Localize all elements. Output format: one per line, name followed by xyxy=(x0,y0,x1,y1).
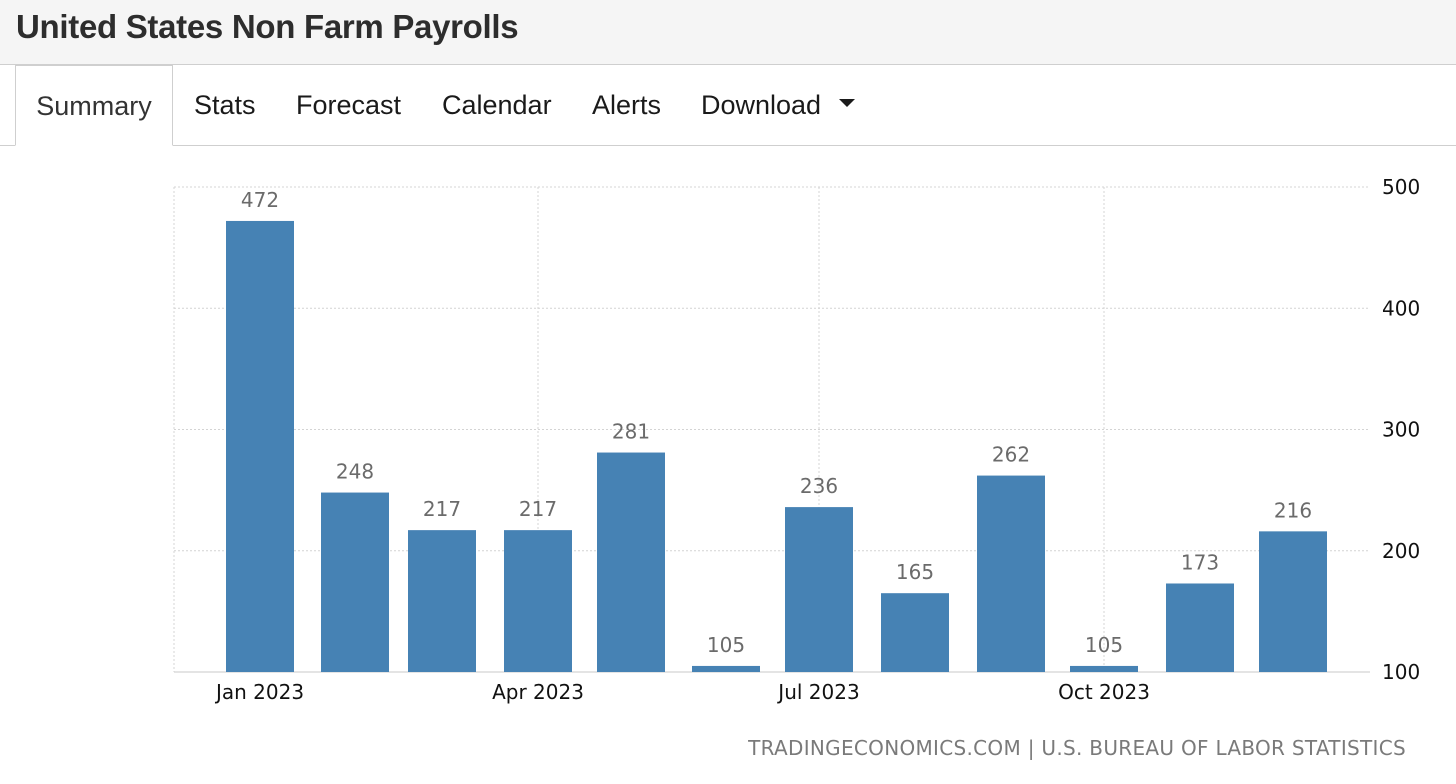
data-label: 248 xyxy=(336,460,374,484)
bar xyxy=(408,530,476,672)
data-label: 281 xyxy=(612,420,650,444)
bar xyxy=(226,220,294,672)
tab-download[interactable]: Download xyxy=(701,65,856,145)
bar xyxy=(1070,665,1138,672)
x-axis: Jan 2023 Apr 2023 Jul 2023 Oct 2023 xyxy=(214,680,1150,704)
x-tick-label: Apr 2023 xyxy=(492,680,584,704)
y-tick-label: 400 xyxy=(1382,296,1420,320)
x-tick-label: Oct 2023 xyxy=(1058,680,1150,704)
data-label: 217 xyxy=(519,497,557,521)
tab-download-label: Download xyxy=(701,90,822,120)
page-title: United States Non Farm Payrolls xyxy=(16,8,519,45)
data-labels: 472 248 217 217 281 105 236 165 262 105 173 216 xyxy=(241,188,1312,657)
data-label: 216 xyxy=(1274,498,1312,522)
x-tick-label: Jan 2023 xyxy=(214,680,304,704)
bar xyxy=(785,507,853,672)
y-tick-label: 200 xyxy=(1382,539,1420,563)
data-label: 236 xyxy=(800,474,838,498)
bar xyxy=(1259,531,1327,672)
tab-bar: Summary Stats Forecast Calendar Alerts D… xyxy=(0,65,1456,146)
chevron-down-icon xyxy=(839,98,856,107)
bar xyxy=(977,475,1045,672)
bar xyxy=(881,593,949,672)
bar xyxy=(321,492,389,672)
bar-chart: 472 248 217 217 281 105 236 165 262 105 173 216 100… xyxy=(173,175,1420,704)
data-label: 472 xyxy=(241,188,279,212)
tab-forecast[interactable]: Forecast xyxy=(296,90,402,120)
tab-alerts[interactable]: Alerts xyxy=(592,90,662,120)
tab-summary[interactable]: Summary xyxy=(15,65,173,146)
tab-stats[interactable]: Stats xyxy=(194,90,256,120)
tab-calendar[interactable]: Calendar xyxy=(442,90,552,120)
x-tick-label: Jul 2023 xyxy=(776,680,859,704)
source-credit: TRADINGECONOMICS.COM | U.S. BUREAU OF LA… xyxy=(748,736,1406,760)
y-tick-label: 100 xyxy=(1382,660,1420,684)
bar xyxy=(692,665,760,672)
bar xyxy=(597,452,665,672)
data-label: 217 xyxy=(423,497,461,521)
data-label: 165 xyxy=(896,560,934,584)
bars xyxy=(226,220,1327,672)
title-bar: United States Non Farm Payrolls xyxy=(0,0,1456,65)
y-tick-label: 500 xyxy=(1382,175,1420,199)
data-label: 105 xyxy=(1085,633,1123,657)
y-tick-label: 300 xyxy=(1382,418,1420,442)
bar xyxy=(1166,583,1234,672)
bar xyxy=(504,530,572,672)
data-label: 105 xyxy=(707,633,745,657)
y-axis: 100 200 300 400 500 xyxy=(1382,175,1420,684)
data-label: 262 xyxy=(992,443,1030,467)
data-label: 173 xyxy=(1181,550,1219,574)
